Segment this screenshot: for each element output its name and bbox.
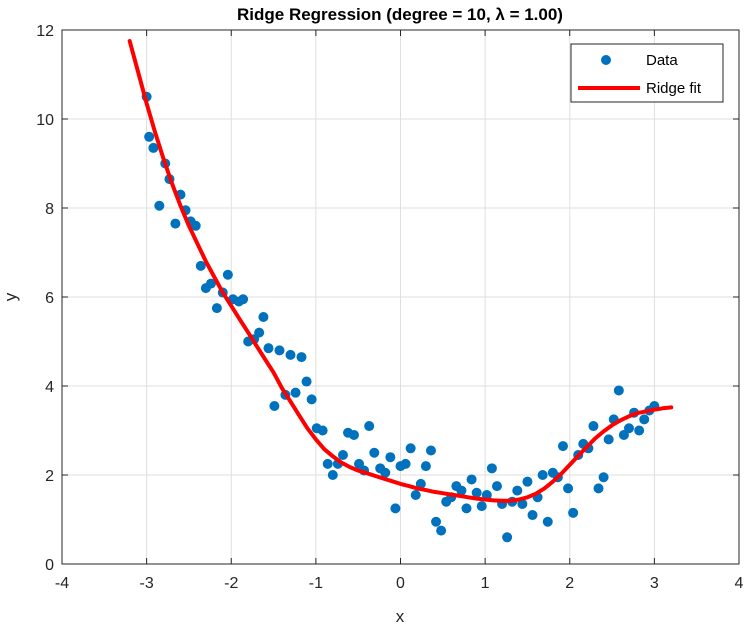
y-tick-label: 12 xyxy=(36,23,54,40)
data-point xyxy=(466,474,477,485)
x-tick-label: -3 xyxy=(140,575,154,592)
data-point xyxy=(369,447,380,458)
data-point xyxy=(390,503,401,514)
data-point xyxy=(211,303,222,314)
data-point xyxy=(144,131,155,142)
y-tick-label: 10 xyxy=(36,112,54,129)
data-point xyxy=(639,414,650,425)
data-point xyxy=(568,507,579,518)
data-point xyxy=(327,470,338,480)
x-tick-label: 4 xyxy=(735,575,744,592)
data-point xyxy=(348,429,359,440)
legend-box xyxy=(570,43,724,103)
data-point xyxy=(364,421,375,432)
data-point xyxy=(317,425,328,436)
data-point xyxy=(557,441,568,452)
data-point xyxy=(337,449,348,460)
data-point xyxy=(148,142,159,153)
y-tick-label: 8 xyxy=(45,201,54,218)
data-point xyxy=(527,510,538,521)
data-point xyxy=(461,503,472,514)
data-point xyxy=(170,218,181,229)
legend-label-fit: Ridge fit xyxy=(646,80,702,97)
data-point xyxy=(222,269,233,280)
data-point xyxy=(190,220,201,231)
data-point xyxy=(425,445,436,456)
data-point xyxy=(563,483,574,494)
x-tick-label: -4 xyxy=(55,575,69,592)
chart-title: Ridge Regression (degree = 10, λ = 1.00) xyxy=(237,5,563,24)
data-point xyxy=(400,458,411,469)
data-point xyxy=(517,498,528,509)
data-point xyxy=(269,401,280,412)
legend: Data Ridge fit xyxy=(570,43,724,103)
data-point xyxy=(420,461,431,472)
data-point xyxy=(603,434,614,445)
x-tick-label: 2 xyxy=(565,575,574,592)
y-tick-label: 6 xyxy=(45,290,54,307)
x-tick-label: 0 xyxy=(396,575,405,592)
data-point xyxy=(471,487,482,498)
data-point xyxy=(537,470,548,480)
data-point xyxy=(456,485,467,496)
data-point xyxy=(258,312,269,323)
data-point xyxy=(154,200,165,211)
data-point xyxy=(491,481,502,492)
data-point xyxy=(613,385,624,396)
x-tick-label: 1 xyxy=(481,575,490,592)
y-tick-label: 2 xyxy=(45,468,54,485)
data-point xyxy=(476,501,487,512)
data-point xyxy=(205,278,216,289)
ridge-fit-line xyxy=(127,39,674,503)
data-point xyxy=(598,472,609,483)
data-point xyxy=(306,394,317,405)
data-point xyxy=(380,467,391,478)
legend-marker-data xyxy=(601,55,611,65)
data-point xyxy=(296,352,307,363)
data-point xyxy=(623,423,634,434)
data-point xyxy=(263,343,274,354)
data-point xyxy=(385,452,396,463)
data-point xyxy=(593,483,604,494)
data-point xyxy=(436,525,447,536)
x-tick-label: -1 xyxy=(309,575,323,592)
data-point xyxy=(254,327,265,338)
data-point xyxy=(542,516,553,527)
x-axis-label: x xyxy=(396,607,405,626)
data-point xyxy=(290,387,301,398)
data-point xyxy=(322,458,333,469)
data-point xyxy=(486,463,497,474)
legend-label-data: Data xyxy=(646,52,678,69)
data-point xyxy=(274,345,285,356)
data-point xyxy=(588,421,599,432)
data-point xyxy=(238,294,249,305)
data-point xyxy=(301,376,312,387)
data-point xyxy=(405,443,416,454)
data-point xyxy=(502,532,513,543)
data-point xyxy=(522,476,533,487)
x-tick-label: -2 xyxy=(224,575,238,592)
series-layer xyxy=(127,39,674,543)
data-point xyxy=(512,485,523,496)
data-point xyxy=(195,260,206,271)
x-tick-label: 3 xyxy=(650,575,659,592)
y-tick-label: 0 xyxy=(45,557,54,574)
data-point xyxy=(285,349,296,360)
data-point xyxy=(410,490,421,501)
y-axis-label: y xyxy=(1,292,20,301)
data-point xyxy=(431,516,442,527)
y-tick-label: 4 xyxy=(45,379,54,396)
data-point xyxy=(634,425,645,436)
data-point xyxy=(415,478,426,489)
